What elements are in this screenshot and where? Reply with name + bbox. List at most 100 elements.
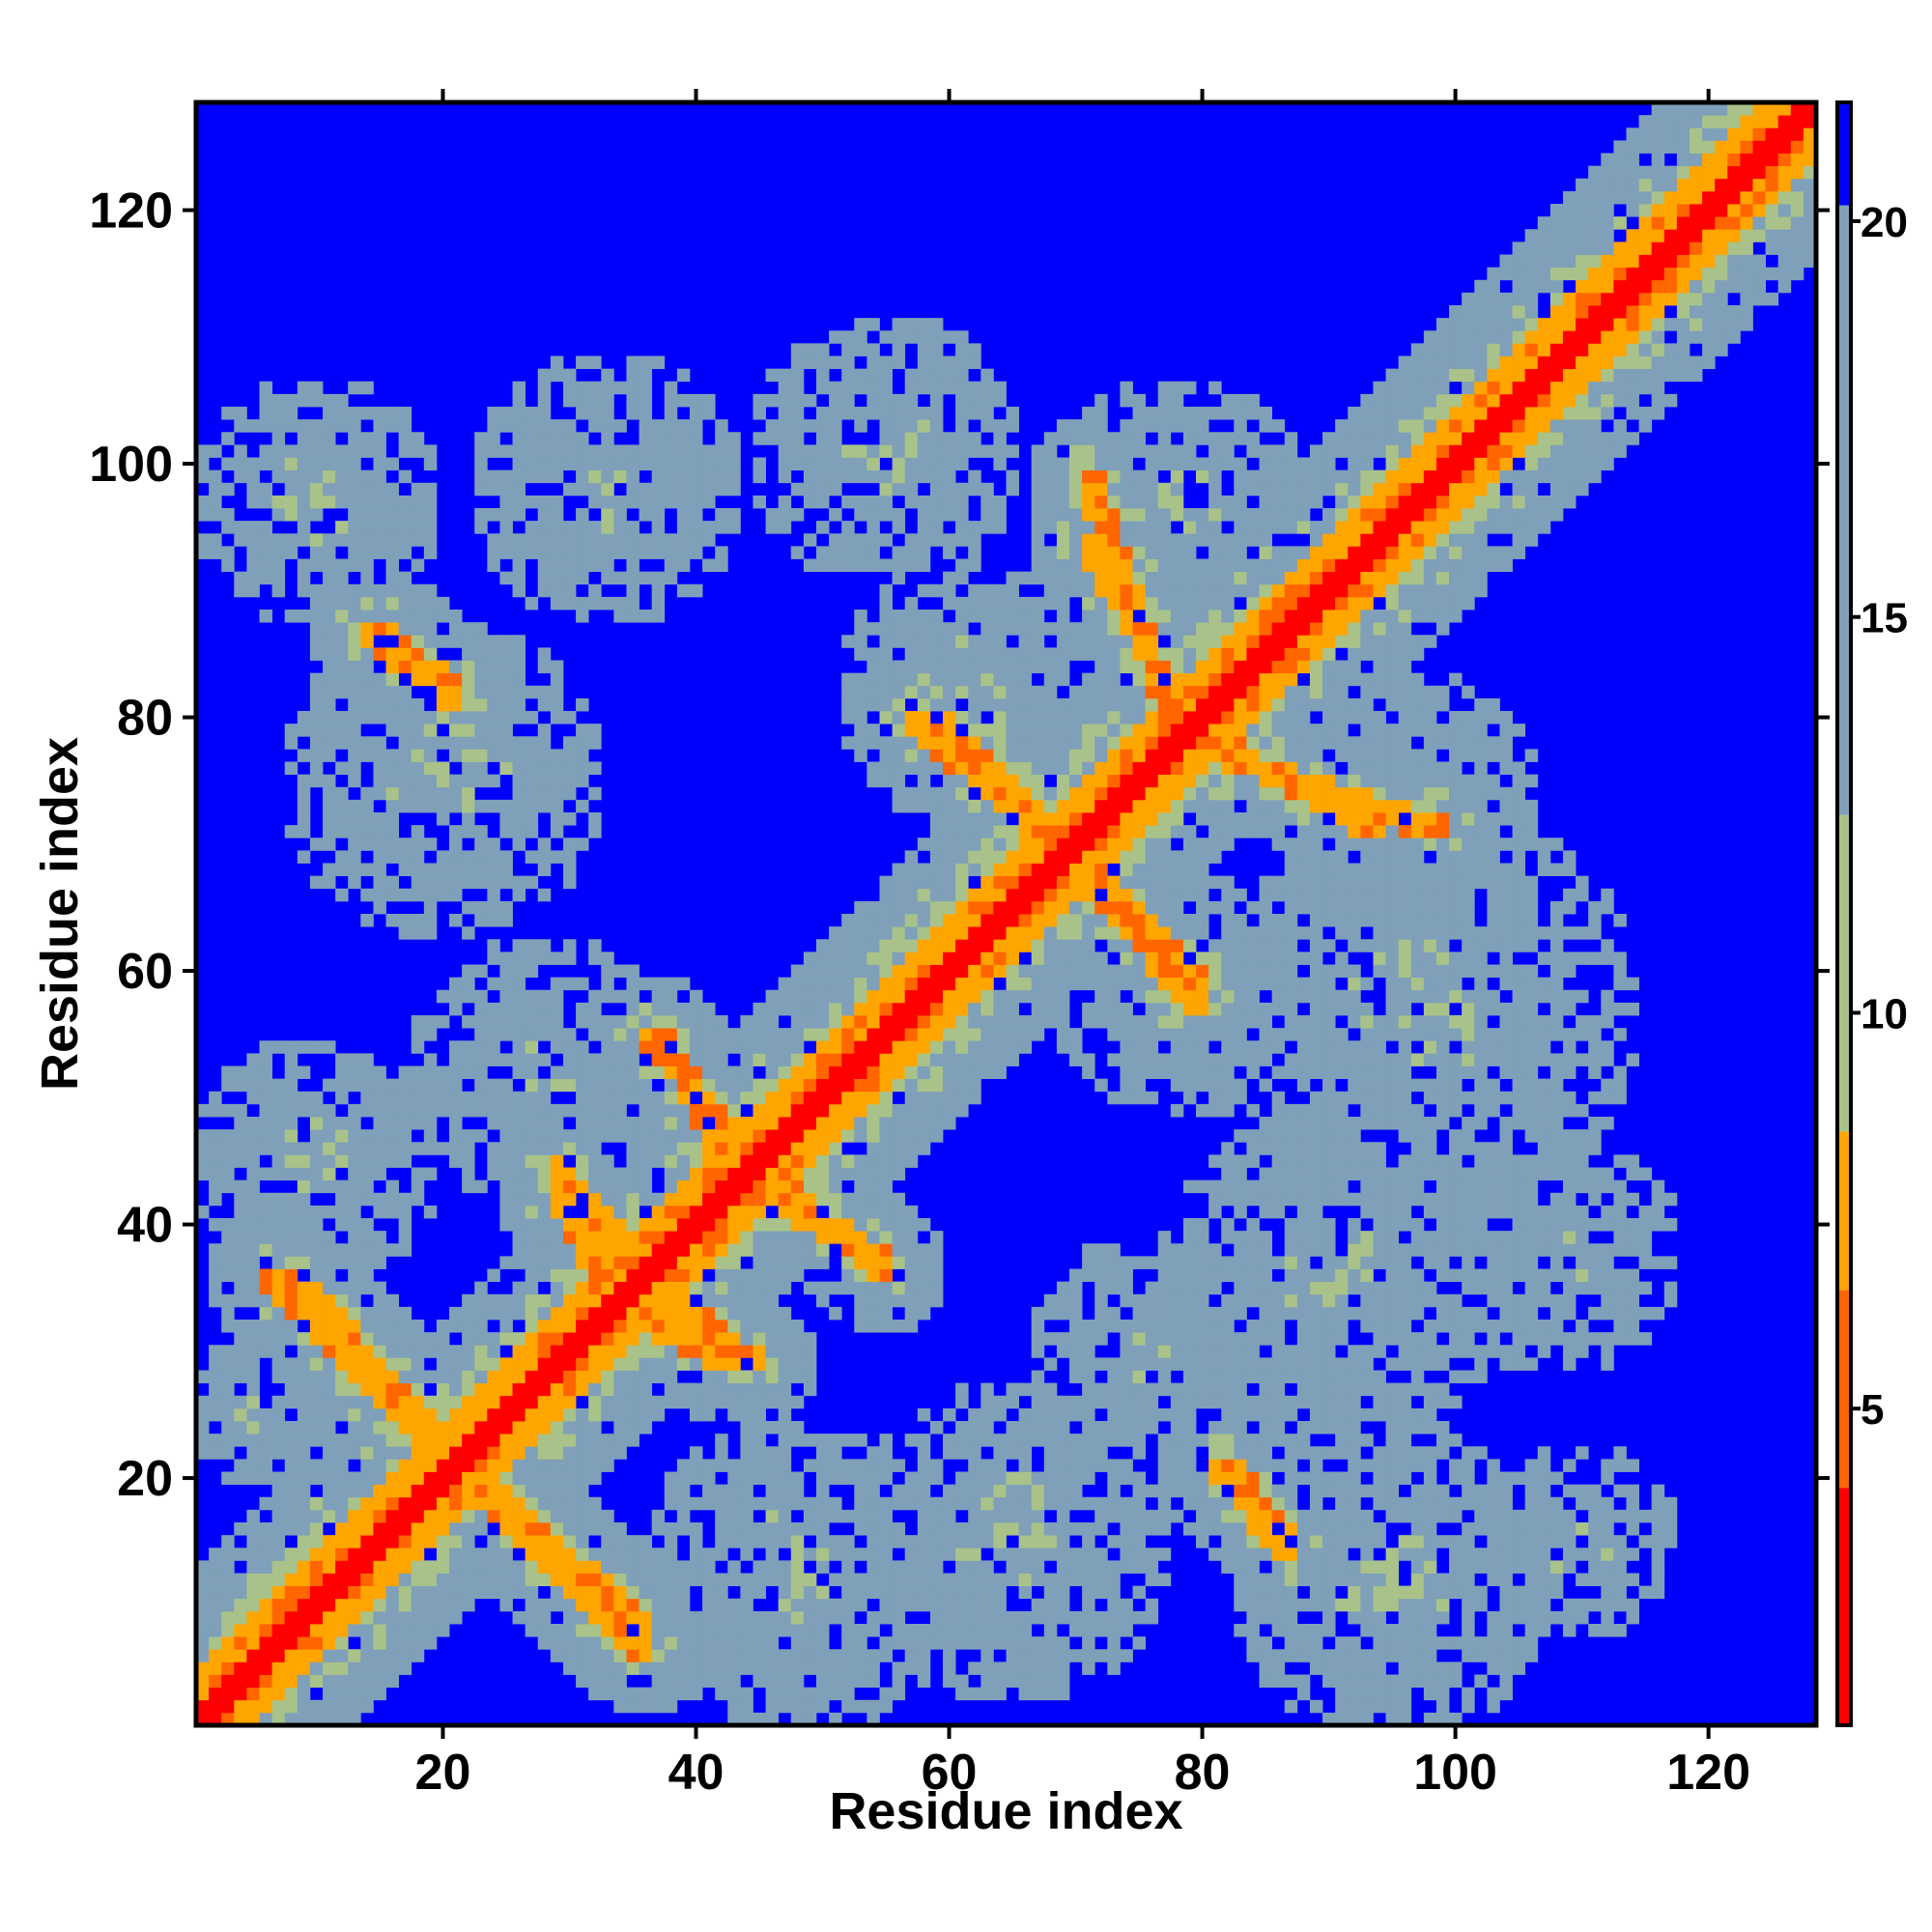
heatmap-cell	[309, 1357, 324, 1371]
heatmap-cell	[487, 736, 500, 750]
heatmap-cell	[487, 685, 500, 699]
heatmap-cell	[1082, 419, 1095, 433]
heatmap-cell	[474, 482, 488, 497]
heatmap-cell	[689, 1154, 703, 1168]
heatmap-cell	[335, 1205, 349, 1219]
heatmap-cell	[1107, 1421, 1121, 1435]
heatmap-cell	[385, 1320, 400, 1333]
heatmap-cell	[1069, 900, 1083, 915]
heatmap-cell	[753, 407, 766, 420]
heatmap-cell	[1107, 724, 1121, 737]
heatmap-cell	[423, 1522, 438, 1536]
heatmap-cell	[348, 1624, 361, 1637]
heatmap-cell	[234, 1649, 247, 1662]
heatmap-cell	[234, 1103, 247, 1118]
heatmap-cell	[765, 1699, 780, 1714]
heatmap-cell	[778, 1459, 792, 1472]
heatmap-cell	[968, 583, 981, 598]
heatmap-cell	[993, 635, 1007, 648]
heatmap-cell	[1043, 1687, 1058, 1701]
heatmap-cell	[449, 850, 463, 864]
heatmap-cell	[209, 1624, 222, 1637]
heatmap-cell	[323, 1117, 336, 1130]
heatmap-cell	[309, 546, 324, 559]
heatmap-cell	[879, 381, 893, 395]
heatmap-cell	[715, 1662, 728, 1675]
heatmap-cell	[917, 1548, 931, 1561]
heatmap-cell	[360, 1332, 374, 1346]
heatmap-cell	[892, 318, 906, 331]
heatmap-cell	[1056, 1509, 1070, 1523]
heatmap-cell	[1006, 1040, 1019, 1054]
heatmap-cell	[740, 1573, 753, 1587]
heatmap-cell	[398, 774, 412, 788]
heatmap-cell	[1056, 939, 1070, 952]
heatmap-cell	[512, 583, 526, 598]
heatmap-cell	[259, 1281, 273, 1295]
heatmap-cell	[588, 1332, 602, 1346]
heatmap-cell	[676, 1091, 691, 1105]
heatmap-cell	[778, 1065, 792, 1080]
heatmap-cell	[462, 863, 475, 877]
heatmap-cell	[1107, 926, 1121, 940]
heatmap-cell	[562, 761, 577, 776]
heatmap-cell	[323, 1421, 336, 1435]
heatmap-cell	[917, 533, 931, 547]
heatmap-cell	[537, 1218, 552, 1232]
heatmap-cell	[626, 989, 639, 1004]
heatmap-cell	[562, 1598, 577, 1612]
heatmap-cell	[423, 647, 438, 661]
heatmap-cell	[740, 1154, 753, 1168]
heatmap-cell	[487, 672, 500, 687]
heatmap-cell	[284, 1548, 298, 1561]
heatmap-cell	[309, 749, 324, 762]
heatmap-cell	[284, 1434, 298, 1447]
heatmap-cell	[626, 1407, 639, 1422]
heatmap-cell	[904, 1256, 919, 1269]
heatmap-cell	[993, 749, 1007, 762]
heatmap-cell	[462, 672, 475, 687]
heatmap-cell	[639, 1535, 653, 1548]
heatmap-cell	[474, 825, 488, 838]
heatmap-cell	[284, 1687, 298, 1701]
heatmap-cell	[487, 1484, 500, 1498]
heatmap-cell	[221, 1421, 235, 1435]
heatmap-cell	[1006, 1496, 1019, 1511]
heatmap-cell	[297, 799, 311, 813]
heatmap-cell	[576, 838, 589, 851]
heatmap-cell	[373, 610, 386, 623]
heatmap-cell	[297, 1712, 311, 1726]
heatmap-cell	[487, 533, 500, 547]
heatmap-cell	[727, 1357, 741, 1371]
heatmap-cell	[879, 1065, 893, 1080]
heatmap-cell	[715, 1687, 728, 1701]
heatmap-cell	[588, 457, 602, 471]
heatmap-cell	[626, 1192, 639, 1207]
heatmap-cell	[689, 1117, 703, 1130]
heatmap-cell	[499, 419, 513, 433]
heatmap-cell	[879, 1446, 893, 1460]
heatmap-cell	[499, 1471, 513, 1486]
heatmap-cell	[917, 1598, 931, 1612]
heatmap-cell	[423, 1471, 438, 1486]
heatmap-cell	[1107, 749, 1121, 762]
heatmap-cell	[980, 1624, 994, 1637]
heatmap-cell	[815, 1560, 830, 1574]
heatmap-cell	[803, 343, 817, 356]
heatmap-cell	[1043, 1382, 1058, 1397]
heatmap-cell	[689, 1382, 703, 1397]
heatmap-cell	[829, 1712, 842, 1726]
heatmap-cell	[993, 1002, 1007, 1016]
heatmap-cell	[209, 1687, 222, 1701]
heatmap-cell	[626, 1357, 639, 1371]
heatmap-cell	[562, 596, 577, 611]
heatmap-cell	[867, 1674, 880, 1689]
heatmap-cell	[209, 508, 222, 522]
heatmap-cell	[879, 1699, 893, 1714]
heatmap-cell	[335, 583, 349, 598]
heatmap-cell	[968, 1687, 981, 1701]
heatmap-cell	[411, 1065, 425, 1080]
heatmap-cell	[1006, 469, 1019, 484]
heatmap-cell	[537, 381, 552, 395]
heatmap-cell	[335, 1117, 349, 1130]
